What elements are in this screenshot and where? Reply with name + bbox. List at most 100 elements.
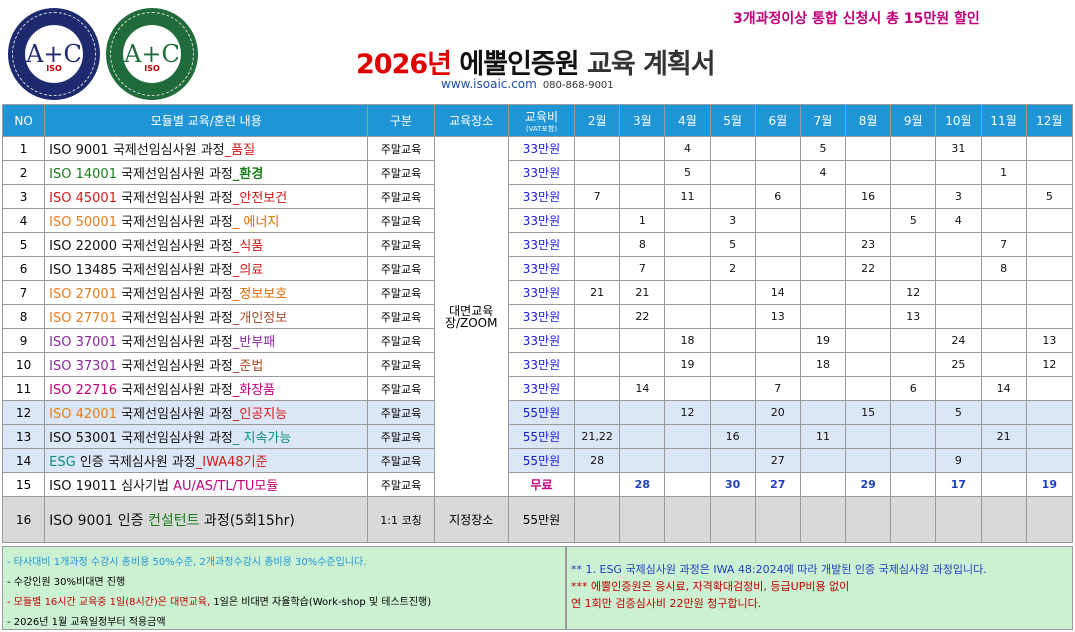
course-fee: 33만원 — [507, 328, 576, 353]
row-no: 2 — [1, 160, 46, 185]
course-name: ISO 50001 국제선임심사원 과정_ 에너지 — [44, 208, 369, 233]
schedule-date: 7 — [980, 232, 1027, 257]
schedule-date — [709, 448, 756, 473]
schedule-date: 7 — [574, 184, 621, 209]
schedule-date: 9 — [935, 448, 982, 473]
schedule-date: 1 — [619, 208, 666, 233]
aic-logo-green: A+C ISO — [106, 8, 198, 100]
schedule-date — [754, 424, 801, 449]
table-row: 7 ISO 27001 국제선임심사원 과정_정보보호 주말교육 33만원 21 21 14… — [1, 280, 1074, 305]
col-fee: 교육비 (VAT포함) — [507, 104, 576, 137]
col-month: 10월 — [935, 104, 982, 137]
row-no: 10 — [1, 352, 46, 377]
schedule-date — [1025, 136, 1074, 161]
schedule-date: 4 — [935, 208, 982, 233]
phone-number: 080-868-9001 — [542, 80, 614, 91]
schedule-date: 13 — [1025, 328, 1074, 353]
course-category: 주말교육 — [367, 160, 435, 185]
note-line: 연 1회만 검증심사비 22만원 청구합니다. — [571, 597, 762, 610]
schedule-date — [845, 496, 892, 543]
schedule-date: 15 — [845, 400, 892, 425]
schedule-date: 21 — [619, 280, 666, 305]
schedule-date — [619, 184, 666, 209]
schedule-date — [845, 424, 892, 449]
schedule-date — [664, 376, 711, 401]
schedule-date: 13 — [754, 304, 801, 329]
schedule-date — [799, 400, 847, 425]
schedule-date — [845, 328, 892, 353]
col-month: 11월 — [980, 104, 1027, 137]
course-name: ISO 19011 심사기법 AU/AS/TL/TU모듈 — [44, 472, 369, 497]
course-name: ISO 13485 국제선임심사원 과정_의료 — [44, 256, 369, 281]
schedule-date — [1025, 232, 1074, 257]
schedule-date: 5 — [890, 208, 937, 233]
schedule-date — [574, 160, 621, 185]
course-name: ISO 9001 국제선임심사원 과정_품질 — [44, 136, 369, 161]
course-category: 주말교육 — [367, 208, 435, 233]
row-no: 12 — [1, 400, 46, 425]
course-fee: 33만원 — [507, 280, 576, 305]
schedule-date: 18 — [664, 328, 711, 353]
schedule-date — [754, 496, 801, 543]
schedule-date: 19 — [664, 352, 711, 377]
col-category: 구분 — [367, 104, 435, 137]
schedule-date — [709, 304, 756, 329]
schedule-date — [664, 232, 711, 257]
schedule-date: 22 — [845, 256, 892, 281]
course-category: 주말교육 — [367, 472, 435, 497]
schedule-date: 7 — [619, 256, 666, 281]
schedule-date: 12 — [664, 400, 711, 425]
schedule-date — [935, 496, 982, 543]
course-category: 주말교육 — [367, 376, 435, 401]
schedule-date: 14 — [619, 376, 666, 401]
schedule-date — [890, 232, 937, 257]
row-no: 14 — [1, 448, 46, 473]
row-no: 13 — [1, 424, 46, 449]
schedule-date — [754, 328, 801, 353]
schedule-date — [709, 328, 756, 353]
schedule-date: 4 — [799, 160, 847, 185]
page-title: 2026년 에뿔인증원 교육 계획서 — [356, 42, 716, 81]
schedule-date — [574, 208, 621, 233]
schedule-date — [935, 280, 982, 305]
course-category: 주말교육 — [367, 304, 435, 329]
logo-sub: ISO — [144, 64, 160, 73]
course-name: ESG 인증 국제심사원 과정_IWA48기준 — [44, 448, 369, 473]
course-fee: 33만원 — [507, 208, 576, 233]
schedule-date — [619, 496, 666, 543]
schedule-date — [890, 136, 937, 161]
schedule-date — [664, 496, 711, 543]
website-link[interactable]: www.isoaic.com — [441, 77, 537, 91]
schedule-date: 5 — [1025, 184, 1074, 209]
schedule-date — [980, 496, 1027, 543]
schedule-date: 25 — [935, 352, 982, 377]
schedule-date — [935, 424, 982, 449]
schedule-date — [664, 208, 711, 233]
schedule-date — [890, 424, 937, 449]
row-no: 3 — [1, 184, 46, 209]
schedule-date — [1025, 304, 1074, 329]
schedule-date — [1025, 424, 1074, 449]
course-name: ISO 42001 국제선임심사원 과정_인공지능 — [44, 400, 369, 425]
schedule-date: 12 — [1025, 352, 1074, 377]
schedule-date — [799, 256, 847, 281]
schedule-date — [935, 304, 982, 329]
course-category: 주말교육 — [367, 256, 435, 281]
table-header-row: NO 모듈별 교육/훈련 내용 구분 교육장소 교육비 (VAT포함) 2월 3월… — [1, 104, 1074, 137]
schedule-date — [709, 184, 756, 209]
schedule-date — [890, 400, 937, 425]
schedule-date: 12 — [890, 280, 937, 305]
schedule-date: 21,22 — [574, 424, 621, 449]
course-name: ISO 9001 인증 컨설턴트 과정(5회15hr) — [44, 496, 369, 543]
page-header: A+C ISO A+C ISO 2026년 에뿔인증원 교육 계획서 www.i… — [0, 0, 1075, 104]
course-category: 주말교육 — [367, 352, 435, 377]
schedule-date — [980, 472, 1027, 497]
schedule-date — [574, 352, 621, 377]
schedule-date: 13 — [890, 304, 937, 329]
table-row: 14 ESG 인증 국제심사원 과정_IWA48기준 주말교육 55만원 28 27 9 — [1, 448, 1074, 473]
course-category: 1:1 코칭 — [367, 496, 435, 543]
schedule-date — [1025, 160, 1074, 185]
schedule-date — [574, 232, 621, 257]
schedule-date: 27 — [754, 472, 801, 497]
table-row: 13 ISO 53001 국제선임심사원 과정_ 지속가능 주말교육 55만원 21,2… — [1, 424, 1074, 449]
